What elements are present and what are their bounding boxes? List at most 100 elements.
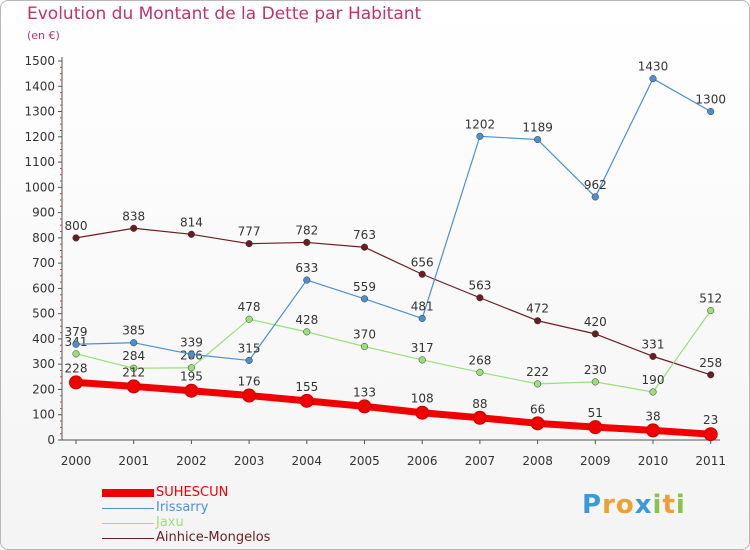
data-point <box>245 315 253 323</box>
data-label: 633 <box>295 261 318 275</box>
data-point <box>187 230 195 238</box>
data-point <box>360 342 369 351</box>
brand-letter: o <box>615 490 635 520</box>
data-point <box>360 295 369 303</box>
series-line-irissarry <box>75 78 712 362</box>
x-tick-label: 2010 <box>638 454 669 468</box>
data-label: 472 <box>526 302 549 316</box>
data-label: 1202 <box>465 117 496 131</box>
data-point <box>534 136 542 144</box>
data-point <box>72 350 80 358</box>
x-tick-label: 2009 <box>580 454 611 468</box>
data-label: 331 <box>642 337 665 351</box>
data-point <box>72 234 80 242</box>
data-label: 385 <box>122 324 145 338</box>
data-label: 800 <box>65 219 88 233</box>
chart-title: Evolution du Montant de la Dette par Hab… <box>27 4 422 24</box>
x-tick-label: 2000 <box>61 454 92 468</box>
legend-swatch <box>102 489 154 497</box>
data-point <box>707 307 715 315</box>
data-label: 315 <box>238 341 261 355</box>
brand-letter: t <box>662 490 676 520</box>
legend-label: Jaxu <box>156 515 184 530</box>
series-line-jaxu <box>75 310 712 393</box>
data-point <box>242 388 257 403</box>
data-point <box>530 416 545 431</box>
legend-label: Ainhice-Mongelos <box>156 530 271 545</box>
y-tick-label: 100 <box>32 408 55 422</box>
brand-letter: i <box>652 490 663 520</box>
data-point <box>703 427 718 442</box>
data-point <box>72 340 80 348</box>
data-label: 339 <box>180 335 203 349</box>
data-label: 563 <box>468 279 491 293</box>
data-point <box>299 393 314 408</box>
y-tick-label: 1500 <box>24 54 55 68</box>
y-tick-label: 1000 <box>24 180 55 194</box>
data-label: 379 <box>65 325 88 339</box>
data-label: 777 <box>238 225 261 239</box>
series-line-ainhice-mongelos <box>75 227 712 376</box>
y-tick-label: 1200 <box>24 130 55 144</box>
brand-letter: P <box>582 490 603 520</box>
x-tick-label: 2005 <box>349 454 380 468</box>
x-tick-label: 2006 <box>407 454 438 468</box>
data-label: 88 <box>472 397 487 411</box>
data-point <box>130 339 138 347</box>
brand-logo: Proxiti <box>582 490 686 520</box>
data-label: 133 <box>353 385 376 399</box>
data-label: 66 <box>530 402 545 416</box>
data-point <box>534 317 542 325</box>
y-tick-label: 600 <box>32 281 55 295</box>
data-point <box>591 330 599 338</box>
data-label: 370 <box>353 328 376 342</box>
data-label: 23 <box>703 413 718 427</box>
data-point <box>649 388 657 396</box>
data-point <box>418 356 426 364</box>
y-tick-label: 1300 <box>24 105 55 119</box>
data-point <box>707 107 715 116</box>
data-label: 51 <box>588 406 603 420</box>
x-tick-label: 2002 <box>176 454 207 468</box>
data-point <box>707 371 715 379</box>
y-tick-label: 1100 <box>24 155 55 169</box>
x-tick-label: 2011 <box>695 454 726 468</box>
data-label: 317 <box>411 341 434 355</box>
data-point <box>303 328 311 336</box>
y-tick-label: 1400 <box>24 79 55 93</box>
x-tick-label: 2008 <box>522 454 553 468</box>
data-point <box>591 378 599 386</box>
series-line-suhescun <box>72 378 715 438</box>
data-label: 763 <box>353 228 376 242</box>
data-label: 155 <box>295 380 318 394</box>
data-label: 559 <box>353 280 376 294</box>
data-label: 212 <box>122 365 145 379</box>
data-label: 962 <box>584 178 607 192</box>
y-tick-label: 700 <box>32 256 55 270</box>
y-tick-label: 400 <box>32 332 55 346</box>
data-point <box>418 270 426 278</box>
legend-label: SUHESCUN <box>156 485 229 500</box>
data-point <box>187 364 195 372</box>
data-label: 258 <box>699 356 722 370</box>
y-tick-label: 300 <box>32 357 55 371</box>
data-label: 782 <box>295 223 318 237</box>
y-tick-label: 900 <box>32 206 55 220</box>
brand-letter: x <box>634 490 653 520</box>
brand-letter: r <box>602 490 616 520</box>
data-point <box>303 238 311 246</box>
chart-subtitle: (en €) <box>27 29 60 42</box>
data-point <box>245 240 253 248</box>
data-point <box>534 380 542 388</box>
data-point <box>184 383 199 398</box>
x-tick-label: 2007 <box>465 454 496 468</box>
data-label: 814 <box>180 215 203 229</box>
data-label: 190 <box>642 373 665 387</box>
data-label: 228 <box>65 361 88 375</box>
data-point <box>649 352 657 360</box>
data-label: 222 <box>526 365 549 379</box>
data-label: 1430 <box>638 60 669 74</box>
brand-letter: i <box>675 490 686 520</box>
data-label: 38 <box>645 409 660 423</box>
